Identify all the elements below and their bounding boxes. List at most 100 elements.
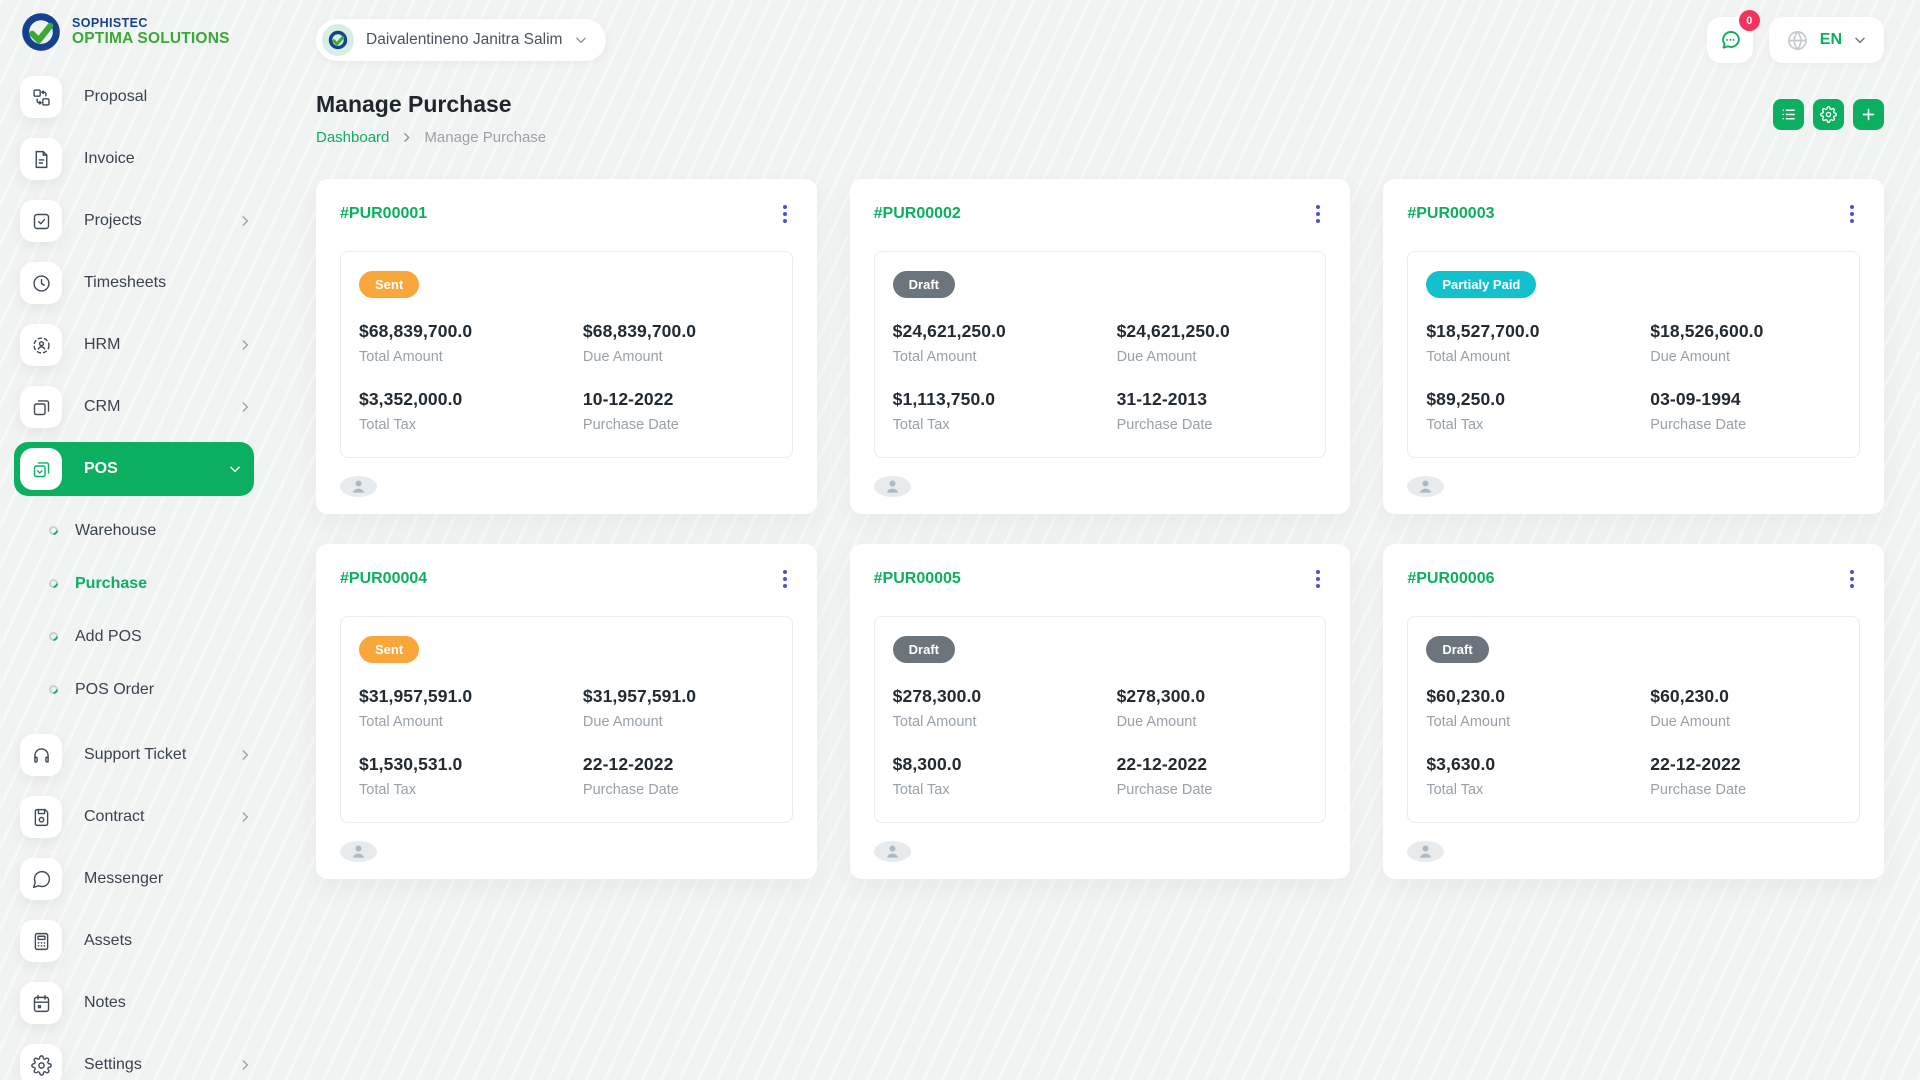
sidebar-item-pos[interactable]: POS xyxy=(14,442,254,496)
due-amount-value: $60,230.0 xyxy=(1650,686,1729,706)
sidebar-item-label: Settings xyxy=(84,1056,142,1073)
sidebar-item-notes[interactable]: Notes xyxy=(20,972,268,1034)
purchase-card-body: Partialy Paid $18,527,700.0 Total Amount… xyxy=(1407,251,1860,458)
total-amount-value: $31,957,591.0 xyxy=(359,686,473,706)
brand-logo[interactable]: SOPHISTEC OPTIMA SOLUTIONS xyxy=(20,0,268,64)
globe-icon xyxy=(1786,29,1809,52)
card-menu-icon[interactable] xyxy=(1310,201,1326,227)
sidebar-item-purchase[interactable]: Purchase xyxy=(20,557,268,610)
total-tax-value: $3,630.0 xyxy=(1426,754,1496,774)
total-amount-cell: $68,839,700.0 Total Amount xyxy=(359,321,583,365)
settings-button[interactable] xyxy=(1813,99,1844,130)
breadcrumb-dashboard-link[interactable]: Dashboard xyxy=(316,129,390,146)
timesheets-icon xyxy=(31,273,52,294)
card-menu-icon[interactable] xyxy=(777,566,793,592)
total-tax-value: $89,250.0 xyxy=(1426,389,1506,409)
user-menu[interactable]: Daivalentineno Janitra Salim xyxy=(316,19,607,61)
sidebar-item-assets[interactable]: Assets xyxy=(20,910,268,972)
sidebar-item-icon-box xyxy=(20,796,62,838)
purchase-date-value: 31-12-2013 xyxy=(1116,389,1208,409)
purchase-id[interactable]: #PUR00005 xyxy=(873,570,961,587)
total-tax-value: $3,352,000.0 xyxy=(359,389,463,409)
sidebar-item-support-ticket[interactable]: Support Ticket xyxy=(20,724,268,786)
pos-icon xyxy=(31,459,52,480)
sidebar-item-hrm[interactable]: HRM xyxy=(20,314,268,376)
sidebar-item-label: Proposal xyxy=(84,88,148,105)
due-amount-value: $68,839,700.0 xyxy=(582,321,697,341)
chevron-right-icon xyxy=(238,400,252,414)
total-tax-label: Total Tax xyxy=(1426,417,1484,433)
due-amount-label: Due Amount xyxy=(1650,714,1731,730)
person-icon xyxy=(886,480,898,493)
list-icon xyxy=(1782,109,1795,120)
sidebar-item-label: Notes xyxy=(84,994,126,1011)
assets-icon xyxy=(31,931,52,952)
chevron-right-icon xyxy=(238,1058,252,1072)
assigned-user-avatar[interactable] xyxy=(340,476,377,497)
purchase-date-label: Purchase Date xyxy=(1650,782,1747,798)
sidebar-subitem-label: Add POS xyxy=(75,627,142,645)
total-tax-cell: $1,113,750.0 Total Tax xyxy=(893,389,1117,433)
sidebar: SOPHISTEC OPTIMA SOLUTIONS Proposal Invo… xyxy=(0,0,268,1080)
chevron-right-icon xyxy=(238,748,252,762)
due-amount-cell: $24,621,250.0 Due Amount xyxy=(1117,321,1308,365)
card-menu-icon[interactable] xyxy=(1844,566,1860,592)
sidebar-item-invoice[interactable]: Invoice xyxy=(20,128,268,190)
purchase-id[interactable]: #PUR00001 xyxy=(340,205,428,222)
total-amount-label: Total Amount xyxy=(892,349,977,365)
sidebar-item-settings[interactable]: Settings xyxy=(20,1034,268,1080)
language-selector[interactable]: EN xyxy=(1768,17,1884,63)
total-amount-value: $278,300.0 xyxy=(892,686,982,706)
purchase-date-label: Purchase Date xyxy=(1116,417,1213,433)
card-menu-icon[interactable] xyxy=(777,201,793,227)
card-menu-icon[interactable] xyxy=(1844,201,1860,227)
purchase-fields: $60,230.0 Total Amount $60,230.0 Due Amo… xyxy=(1426,686,1841,798)
assigned-user-avatar[interactable] xyxy=(873,841,911,862)
status-badge: Draft xyxy=(892,271,955,298)
due-amount-label: Due Amount xyxy=(1116,349,1197,365)
total-tax-value: $8,300.0 xyxy=(892,754,962,774)
sidebar-item-messenger[interactable]: Messenger xyxy=(20,848,268,910)
list-view-button[interactable] xyxy=(1773,99,1804,130)
total-tax-label: Total Tax xyxy=(359,417,416,433)
due-amount-cell: $60,230.0 Due Amount xyxy=(1650,686,1841,730)
messages-badge: 0 xyxy=(1738,10,1760,31)
sidebar-item-add-pos[interactable]: Add POS xyxy=(20,610,268,663)
purchase-date-value: 03-09-1994 xyxy=(1650,389,1741,409)
sidebar-item-contract[interactable]: Contract xyxy=(20,786,268,848)
assigned-user-avatar[interactable] xyxy=(340,841,377,862)
sidebar-subitem-label: POS Order xyxy=(75,680,155,698)
total-tax-label: Total Tax xyxy=(1426,782,1484,798)
sidebar-item-timesheets[interactable]: Timesheets xyxy=(20,252,268,314)
purchase-date-value: 22-12-2022 xyxy=(1650,754,1741,774)
assigned-user-avatar[interactable] xyxy=(1407,476,1445,497)
messages-button[interactable]: 0 xyxy=(1706,10,1760,63)
crm-icon xyxy=(31,397,52,418)
purchase-card-header: #PUR00004 xyxy=(340,566,793,592)
sidebar-item-proposal[interactable]: Proposal xyxy=(20,66,268,128)
topbar: Daivalentineno Janitra Salim 0 xyxy=(316,10,1884,64)
user-name: Daivalentineno Janitra Salim xyxy=(366,31,563,48)
purchase-id[interactable]: #PUR00004 xyxy=(340,570,428,587)
purchase-id[interactable]: #PUR00002 xyxy=(873,205,961,222)
sidebar-item-crm[interactable]: CRM xyxy=(20,376,268,438)
notes-icon xyxy=(31,993,52,1014)
total-amount-cell: $60,230.0 Total Amount xyxy=(1426,686,1650,730)
breadcrumb: Dashboard Manage Purchase xyxy=(316,129,546,146)
person-icon xyxy=(352,480,365,493)
assigned-user-avatar[interactable] xyxy=(873,476,911,497)
purchase-fields: $18,527,700.0 Total Amount $18,526,600.0… xyxy=(1426,321,1841,433)
sidebar-item-icon-box xyxy=(20,734,62,776)
card-menu-icon[interactable] xyxy=(1310,566,1326,592)
assigned-user-avatar[interactable] xyxy=(1407,841,1445,862)
due-amount-cell: $31,957,591.0 Due Amount xyxy=(583,686,774,730)
add-purchase-button[interactable] xyxy=(1853,99,1884,130)
sidebar-item-projects[interactable]: Projects xyxy=(20,190,268,252)
purchase-id[interactable]: #PUR00006 xyxy=(1407,570,1495,587)
purchase-date-value: 22-12-2022 xyxy=(582,754,674,774)
sidebar-item-warehouse[interactable]: Warehouse xyxy=(20,504,268,557)
due-amount-value: $24,621,250.0 xyxy=(1116,321,1230,341)
purchase-id[interactable]: #PUR00003 xyxy=(1407,205,1495,222)
purchase-card: #PUR00001 Sent $68,839,700.0 Total Amoun… xyxy=(316,179,817,514)
sidebar-item-pos-order[interactable]: POS Order xyxy=(20,663,268,716)
